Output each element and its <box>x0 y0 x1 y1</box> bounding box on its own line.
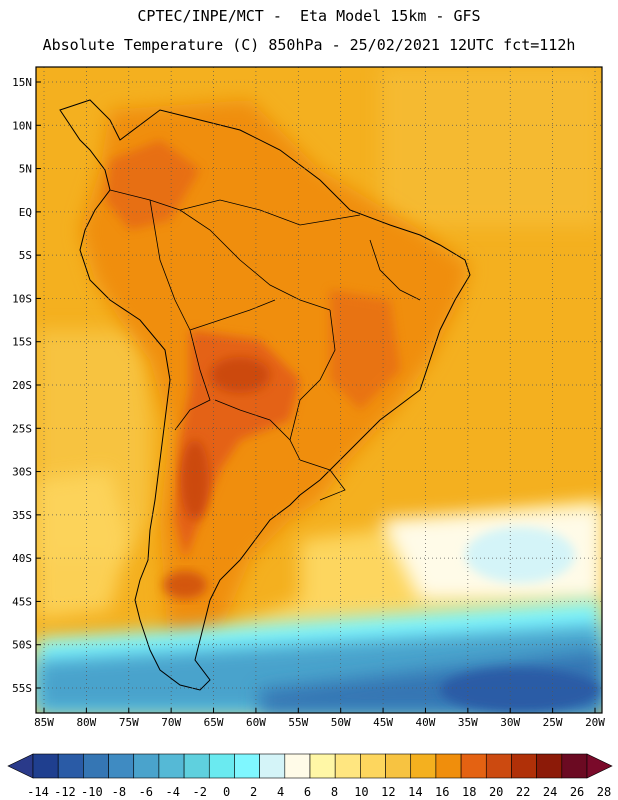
colorbar-swatch <box>536 753 563 779</box>
colorbar-swatch <box>485 753 512 779</box>
latitude-label: 35S <box>12 509 32 522</box>
colorbar-tick-label: -10 <box>81 785 103 799</box>
latitude-label: 5S <box>19 249 32 262</box>
colorbar-swatch <box>284 753 311 779</box>
longitude-label: 85W <box>34 716 54 729</box>
latitude-label: 10N <box>12 119 32 132</box>
colorbar-swatch <box>561 753 588 779</box>
colorbar-tick-label: 14 <box>408 785 422 799</box>
longitude-label: 45W <box>373 716 393 729</box>
colorbar-tick-label: -2 <box>192 785 206 799</box>
chart-title-line1: CPTEC/INPE/MCT - Eta Model 15km - GFS <box>137 7 481 25</box>
longitude-label: 50W <box>331 716 351 729</box>
longitude-label: 25W <box>543 716 563 729</box>
colorbar-tick-label: -6 <box>139 785 153 799</box>
longitude-label: 80W <box>76 716 96 729</box>
longitude-label: 35W <box>458 716 478 729</box>
longitude-label: 55W <box>288 716 308 729</box>
colorbar-tick-label: 24 <box>543 785 557 799</box>
colorbar-swatch <box>259 753 286 779</box>
latitude-label: 40S <box>12 552 32 565</box>
latitude-label: 25S <box>12 422 32 435</box>
colorbar-swatch <box>385 753 412 779</box>
longitude-label: 75W <box>119 716 139 729</box>
latitude-label: 50S <box>12 639 32 652</box>
colorbar-tick-label: 20 <box>489 785 503 799</box>
coastline <box>59 99 471 691</box>
colorbar-tick-label: -12 <box>54 785 76 799</box>
longitude-label: 65W <box>204 716 224 729</box>
colorbar-swatch <box>435 753 462 779</box>
latitude-label: 10S <box>12 292 32 305</box>
longitude-label: 70W <box>161 716 181 729</box>
colorbar-swatch <box>360 753 386 779</box>
latitude-label: 20S <box>12 379 32 392</box>
colorbar-swatch <box>309 753 336 779</box>
colorbar: -14 -12 -10 -8 -6 -4 -2 0 2 4 6 8 10 12 14 16 18 20 22 24 26… <box>7 753 613 799</box>
colorbar-swatch <box>108 753 135 779</box>
colorbar-swatch <box>511 753 537 779</box>
colorbar-tick-label: -8 <box>112 785 126 799</box>
colorbar-high-extension <box>586 753 613 779</box>
longitude-label: 20W <box>585 716 605 729</box>
colorbar-tick-label: 16 <box>435 785 449 799</box>
latitude-label: 15N <box>12 76 32 89</box>
colorbar-swatch <box>234 753 260 779</box>
map-frame <box>35 66 603 714</box>
colorbar-tick-label: 12 <box>381 785 395 799</box>
latitude-label: 15S <box>12 336 32 349</box>
colorbar-tick-label: 0 <box>223 785 230 799</box>
colorbar-tick-label: 6 <box>304 785 311 799</box>
chart-title-line2: Absolute Temperature (C) 850hPa - 25/02/… <box>42 36 576 54</box>
colorbar-tick-label: 2 <box>250 785 257 799</box>
latitude-labels: 15N 10N 5N EQ 5S 10S 15S 20S 25S 30S 35S 40S 45S 50S 5… <box>12 76 41 695</box>
country-borders <box>109 189 421 501</box>
colorbar-tick-label: 22 <box>516 785 530 799</box>
colorbar-swatch <box>158 753 185 779</box>
colorbar-swatch <box>57 753 84 779</box>
latitude-label: EQ <box>19 206 32 219</box>
longitude-label: 30W <box>500 716 520 729</box>
colorbar-tick-label: 26 <box>570 785 584 799</box>
colorbar-swatch <box>334 753 361 779</box>
colorbar-tick-label: 4 <box>277 785 284 799</box>
colorbar-swatch <box>183 753 210 779</box>
colorbar-low-extension <box>7 753 34 779</box>
longitude-label: 60W <box>246 716 266 729</box>
latitude-label: 55S <box>12 682 32 695</box>
colorbar-swatch <box>83 753 109 779</box>
temperature-field <box>36 67 602 713</box>
colorbar-swatch <box>460 753 487 779</box>
colorbar-tick-label: 18 <box>462 785 476 799</box>
latitude-label: 30S <box>12 466 32 479</box>
colorbar-swatch <box>208 753 235 779</box>
colorbar-tick-label: 10 <box>354 785 368 799</box>
colorbar-tick-label: 28 <box>597 785 611 799</box>
colorbar-tick-label: -4 <box>166 785 180 799</box>
latitude-label: 5N <box>19 163 32 176</box>
colorbar-tick-label: -14 <box>27 785 49 799</box>
longitude-labels: 85W 80W 75W 70W 65W 60W 55W 50W 45W 40W 35W 30W 25W 2… <box>34 708 605 729</box>
colorbar-tick-label: 8 <box>331 785 338 799</box>
longitude-label: 40W <box>416 716 436 729</box>
latitude-label: 45S <box>12 595 32 608</box>
colorbar-swatch <box>32 753 59 779</box>
colorbar-swatch <box>133 753 160 779</box>
colorbar-swatch <box>410 753 437 779</box>
